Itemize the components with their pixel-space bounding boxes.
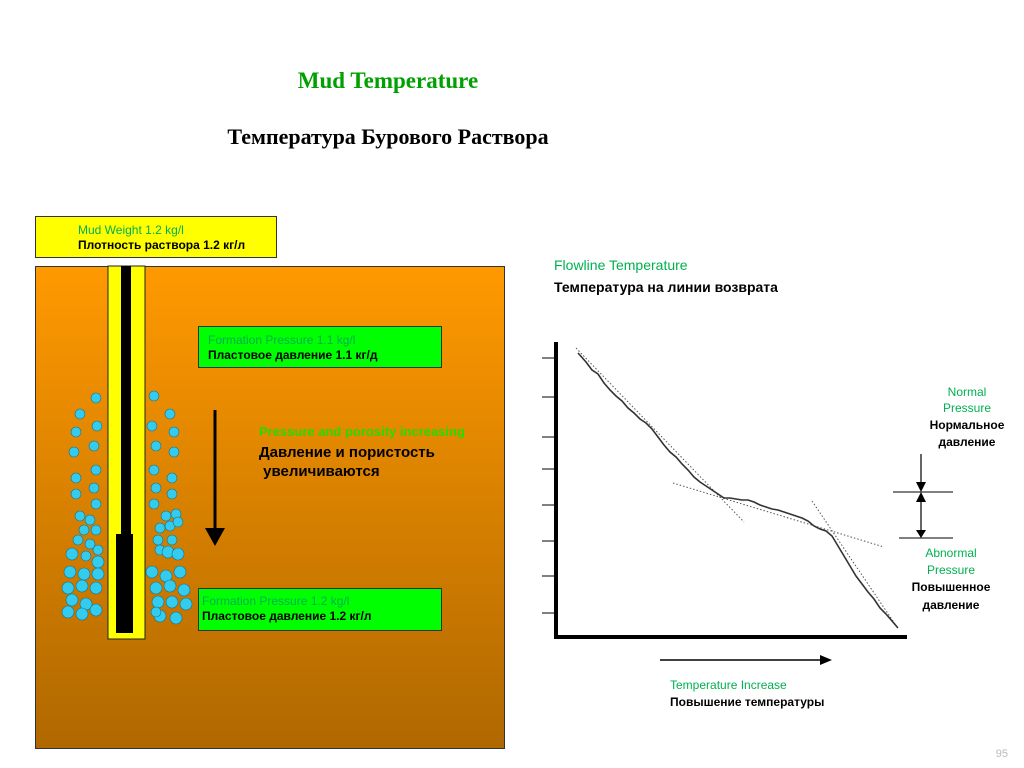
pore-bubble: [166, 488, 178, 500]
abnormal-pressure-ru-1: Повышенное: [911, 580, 991, 594]
pore-bubble: [84, 538, 96, 550]
formation-pressure-bottom-box: Formation Pressure 1.2 kg/l Пластовое да…: [198, 588, 442, 631]
pore-bubble: [154, 522, 166, 534]
title-russian: Температура Бурового Раствора: [227, 124, 549, 149]
abnormal-pressure-ru-2: давление: [922, 598, 980, 612]
trend-line-normal: [575, 347, 745, 523]
temperature-increase-en: Temperature Increase: [670, 678, 787, 692]
pore-bubble: [177, 583, 191, 597]
pore-bubble: [168, 426, 180, 438]
pore-bubble: [149, 581, 163, 595]
pore-bubble: [91, 420, 103, 432]
flowline-label-en: Flowline Temperature: [554, 257, 688, 273]
temperature-curve: [577, 352, 899, 629]
pore-bubble: [165, 595, 179, 609]
pore-bubble: [75, 607, 89, 621]
pore-bubble: [74, 510, 86, 522]
pressure-porosity-ru-1: Давление и пористость: [259, 444, 435, 461]
pore-bubble: [171, 547, 185, 561]
abnormal-pressure-en-2: Pressure: [926, 563, 976, 577]
pore-bubble: [65, 593, 79, 607]
title-english: Mud Temperature: [297, 68, 479, 93]
pore-bubble: [179, 597, 193, 611]
pore-bubble: [166, 472, 178, 484]
pore-bubble: [63, 565, 77, 579]
pore-bubble: [90, 498, 102, 510]
pore-bubble: [173, 565, 187, 579]
pore-bubble: [89, 581, 103, 595]
normal-pressure-en-1: Normal: [947, 385, 987, 399]
pore-bubble: [148, 464, 160, 476]
y-axis-ticks: [542, 357, 556, 614]
down-arrow-icon: [205, 410, 225, 546]
pore-bubble: [77, 567, 91, 581]
pore-bubble: [145, 565, 159, 579]
pore-bubble: [164, 408, 176, 420]
pore-bubble: [148, 390, 160, 402]
trend-line-abnormal: [811, 500, 898, 628]
pore-bubble: [160, 510, 172, 522]
double-arrow-icon: [893, 454, 953, 539]
abnormal-pressure-en-1: Abnormal: [925, 546, 977, 560]
pore-bubble: [150, 606, 162, 618]
pore-bubble: [70, 426, 82, 438]
normal-pressure-ru-2: давление: [938, 435, 996, 449]
formation-pressure-bottom-ru: Пластовое давление 1.2 кг/л: [202, 609, 372, 623]
pore-bubble: [70, 472, 82, 484]
pore-bubble: [61, 581, 75, 595]
mud-weight-label-en: Mud Weight 1.2 kg/l: [78, 223, 184, 237]
pore-bubble: [89, 603, 103, 617]
formation-pressure-top-box: Formation Pressure 1.1 kg/l Пластовое да…: [198, 326, 442, 368]
formation-pressure-top-ru: Пластовое давление 1.1 кг/д: [208, 348, 378, 362]
pore-bubble: [88, 482, 100, 494]
pore-bubble: [166, 534, 178, 546]
pore-bubble: [152, 534, 164, 546]
pore-bubble: [91, 567, 105, 581]
pore-bubble: [169, 611, 183, 625]
pore-bubble: [90, 464, 102, 476]
pore-bubble: [78, 524, 90, 536]
drill-pipe: [121, 266, 131, 534]
mud-weight-label-ru: Плотность раствора 1.2 кг/л: [78, 238, 246, 252]
pore-bubble: [84, 514, 96, 526]
pore-bubble: [148, 498, 160, 510]
pore-bubble: [65, 547, 79, 561]
pore-bubble: [90, 392, 102, 404]
temperature-increase-ru: Повышение температуры: [670, 695, 825, 709]
pore-bubble: [172, 516, 184, 528]
pore-bubble: [90, 524, 102, 536]
formation-pores: [61, 390, 193, 625]
trend-line-transition: [672, 482, 885, 548]
flowline-label-ru: Температура на линии возврата: [554, 279, 778, 295]
pore-bubble: [75, 579, 89, 593]
page-number: 95: [995, 748, 1008, 760]
mud-weight-box: Mud Weight 1.2 kg/l Плотность раствора 1…: [35, 216, 277, 258]
pore-bubble: [80, 550, 92, 562]
pore-bubble: [168, 446, 180, 458]
normal-pressure-ru-1: Нормальное: [929, 418, 1005, 432]
pore-bubble: [70, 488, 82, 500]
pore-bubble: [146, 420, 158, 432]
formation-pressure-top-en: Formation Pressure 1.1 kg/l: [208, 333, 356, 347]
pore-bubble: [88, 440, 100, 452]
pore-bubble: [61, 605, 75, 619]
pore-bubble: [163, 579, 177, 593]
pressure-porosity-ru-2: увеличиваются: [259, 463, 380, 480]
pore-bubble: [150, 482, 162, 494]
pore-bubble: [92, 544, 104, 556]
pore-bubble: [72, 534, 84, 546]
pore-bubble: [74, 408, 86, 420]
right-arrow-icon: [660, 655, 832, 665]
pressure-porosity-en: Pressure and porosity increasing: [259, 424, 465, 439]
drill-collar: [116, 534, 133, 633]
pore-bubble: [68, 446, 80, 458]
formation-pressure-bottom-en: Formation Pressure 1.2 kg/l: [202, 594, 350, 608]
pore-bubble: [150, 440, 162, 452]
normal-pressure-en-2: Pressure: [942, 401, 992, 415]
